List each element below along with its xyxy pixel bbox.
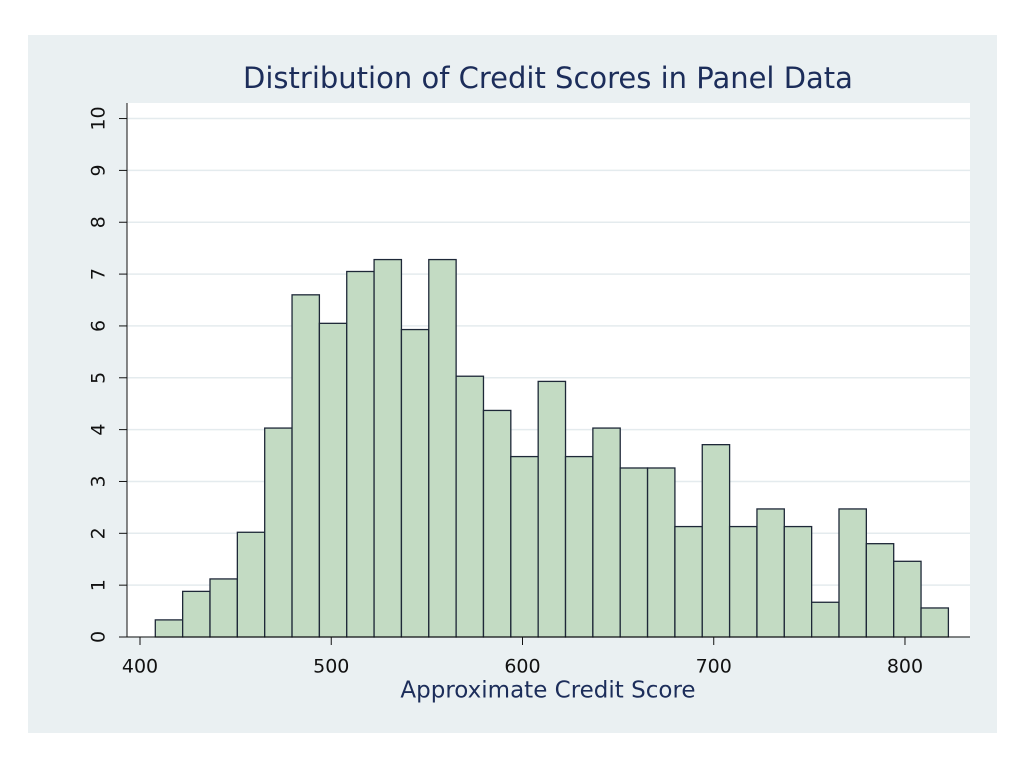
- y-tick-label: 1: [88, 579, 110, 591]
- bar: [646, 467, 676, 638]
- bar: [291, 294, 321, 638]
- bar: [783, 525, 813, 638]
- y-tick-label: 5: [88, 372, 110, 384]
- bar: [482, 409, 512, 638]
- y-tick-label: 10: [88, 106, 110, 130]
- chart-title: Distribution of Credit Scores in Panel D…: [243, 61, 853, 95]
- y-tick-label: 0: [88, 631, 110, 643]
- bar: [701, 444, 731, 638]
- bar: [264, 427, 293, 638]
- y-tick-label: 6: [88, 320, 110, 332]
- y-tick-label: 9: [88, 164, 110, 176]
- bar: [209, 578, 238, 638]
- bar: [592, 427, 621, 638]
- x-axis-label: Approximate Credit Score: [400, 678, 695, 704]
- bar: [920, 607, 950, 638]
- bar: [564, 455, 594, 638]
- bar: [619, 467, 649, 638]
- bar: [510, 455, 539, 638]
- bar: [455, 375, 485, 638]
- x-tick-label: 800: [887, 656, 923, 678]
- bar: [346, 270, 375, 638]
- y-tick-label: 7: [88, 268, 110, 280]
- x-tick-label: 500: [313, 656, 349, 678]
- x-tick-label: 600: [504, 656, 540, 678]
- y-tick-label: 4: [88, 424, 110, 436]
- bar: [674, 525, 703, 638]
- bar: [865, 543, 895, 638]
- bar: [400, 328, 430, 638]
- bar: [537, 380, 567, 638]
- bar: [756, 508, 785, 638]
- y-tick-label: 2: [88, 527, 110, 539]
- y-tick-label: 8: [88, 216, 110, 228]
- bar: [318, 322, 348, 638]
- bar: [236, 531, 266, 638]
- bar: [728, 525, 758, 638]
- bar: [838, 508, 867, 638]
- x-tick-label: 700: [696, 656, 732, 678]
- bar: [428, 258, 457, 638]
- bar: [182, 590, 211, 638]
- bar: [154, 619, 184, 638]
- bar: [373, 258, 403, 638]
- x-tick-label: 400: [122, 656, 158, 678]
- y-tick-label: 3: [88, 475, 110, 487]
- bar: [893, 560, 922, 638]
- bar: [811, 601, 840, 638]
